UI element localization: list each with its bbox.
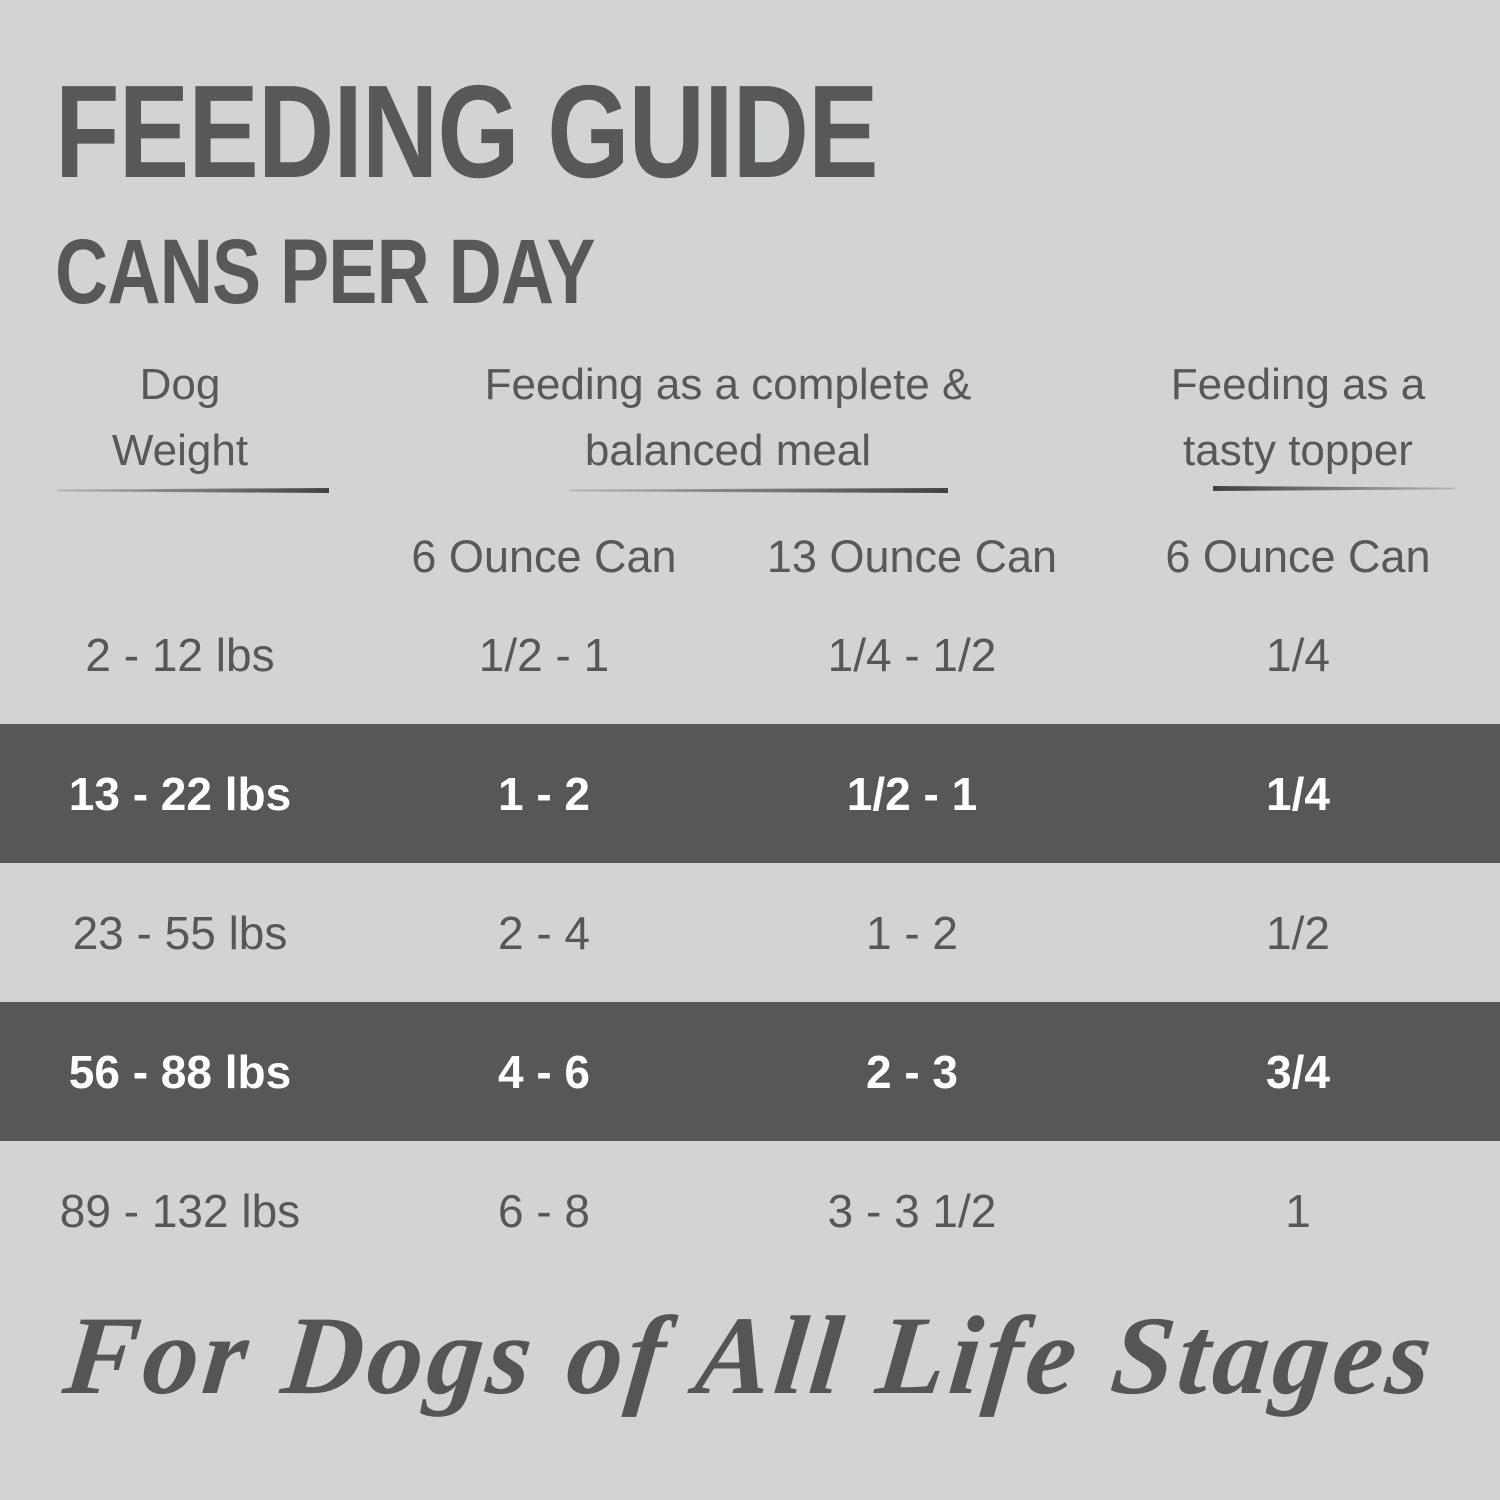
dog-weight-value: 23 - 55 lbs: [72, 906, 288, 959]
complete-6oz-value: 1/2 - 1: [478, 628, 610, 681]
complete-6oz-value: 2 - 4: [497, 906, 591, 959]
complete-13oz-value: 3 - 3 1/2: [827, 1184, 997, 1237]
table-column-headers: Dog Weight Feeding as a complete & balan…: [0, 352, 1500, 482]
table-row-highlighted: 56 - 88 lbs 4 - 6 2 - 3 3/4: [0, 1002, 1500, 1141]
underline-tasty-topper: [1213, 486, 1455, 491]
title-block: FEEDING GUIDE CANS PER DAY: [55, 58, 1083, 323]
table-row-highlighted: 13 - 22 lbs 1 - 2 1/2 - 1 1/4: [0, 724, 1500, 863]
column-header-dog-weight-label: Dog Weight: [111, 360, 249, 475]
column-header-complete-meal-label: Feeding as a complete & balanced meal: [484, 360, 972, 475]
complete-13oz-value: 1/4 - 1/2: [827, 628, 997, 681]
subheader-6oz-topper: 6 Ounce Can: [1165, 531, 1431, 582]
underline-complete-meal: [570, 488, 948, 493]
topper-6oz-value: 1/4: [1266, 767, 1330, 820]
complete-6oz-value: 4 - 6: [497, 1045, 591, 1098]
column-header-tasty-topper: Feeding as a tasty topper: [1096, 352, 1500, 484]
topper-6oz-value: 1/2: [1266, 906, 1330, 959]
column-header-dog-weight: Dog Weight: [0, 352, 360, 484]
complete-13oz-value: 1/2 - 1: [846, 767, 978, 820]
complete-6oz-value: 6 - 8: [497, 1184, 591, 1237]
subheader-spacer: [0, 528, 360, 586]
dog-weight-value: 2 - 12 lbs: [85, 628, 275, 681]
subheader-6oz-complete: 6 Ounce Can: [411, 531, 677, 582]
dog-weight-value: 56 - 88 lbs: [68, 1045, 292, 1098]
column-header-tasty-topper-label: Feeding as a tasty topper: [1170, 360, 1426, 475]
page-subtitle: CANS PER DAY: [55, 221, 596, 323]
table-subheaders: 6 Ounce Can 13 Ounce Can 6 Ounce Can: [0, 528, 1500, 586]
page-title: FEEDING GUIDE: [55, 58, 879, 205]
dog-weight-value: 13 - 22 lbs: [68, 767, 292, 820]
table-row: 89 - 132 lbs 6 - 8 3 - 3 1/2 1: [0, 1141, 1500, 1280]
all-life-stages-tagline: For Dogs of All Life Stages: [58, 1294, 1442, 1418]
underline-dog-weight: [57, 488, 329, 493]
dog-weight-value: 89 - 132 lbs: [59, 1184, 301, 1237]
table-row: 2 - 12 lbs 1/2 - 1 1/4 - 1/2 1/4: [0, 585, 1500, 724]
table-row: 23 - 55 lbs 2 - 4 1 - 2 1/2: [0, 863, 1500, 1002]
table-body: 2 - 12 lbs 1/2 - 1 1/4 - 1/2 1/4 13 - 22…: [0, 585, 1500, 1280]
complete-6oz-value: 1 - 2: [497, 767, 591, 820]
topper-6oz-value: 1/4: [1266, 628, 1330, 681]
complete-13oz-value: 1 - 2: [865, 906, 959, 959]
complete-13oz-value: 2 - 3: [865, 1045, 959, 1098]
column-header-complete-meal: Feeding as a complete & balanced meal: [360, 352, 1096, 484]
topper-6oz-value: 1: [1285, 1184, 1311, 1237]
subheader-13oz-complete: 13 Ounce Can: [766, 531, 1058, 582]
topper-6oz-value: 3/4: [1266, 1045, 1330, 1098]
